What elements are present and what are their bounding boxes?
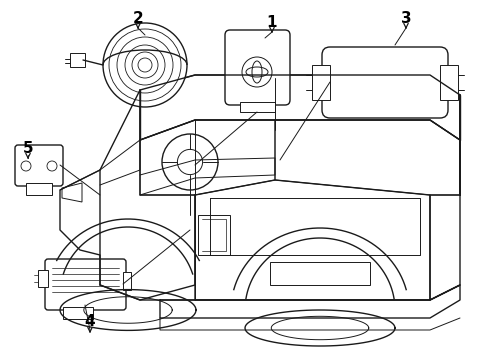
Polygon shape xyxy=(439,65,457,100)
Polygon shape xyxy=(38,270,48,287)
Polygon shape xyxy=(63,307,93,319)
Text: 1: 1 xyxy=(266,14,277,30)
Text: 5: 5 xyxy=(22,140,33,156)
Text: 2: 2 xyxy=(132,10,143,26)
Polygon shape xyxy=(311,65,329,100)
Polygon shape xyxy=(240,102,274,112)
Polygon shape xyxy=(140,75,459,140)
FancyBboxPatch shape xyxy=(224,30,289,105)
Text: 4: 4 xyxy=(84,315,95,329)
Polygon shape xyxy=(269,262,369,285)
Polygon shape xyxy=(62,183,82,202)
Circle shape xyxy=(103,23,186,107)
FancyBboxPatch shape xyxy=(45,259,126,310)
Circle shape xyxy=(47,161,57,171)
FancyBboxPatch shape xyxy=(15,145,63,186)
Circle shape xyxy=(21,161,31,171)
Polygon shape xyxy=(198,215,229,255)
Text: 3: 3 xyxy=(400,10,410,26)
Polygon shape xyxy=(70,53,85,67)
Polygon shape xyxy=(26,183,52,195)
FancyBboxPatch shape xyxy=(321,47,447,118)
Polygon shape xyxy=(123,272,131,290)
